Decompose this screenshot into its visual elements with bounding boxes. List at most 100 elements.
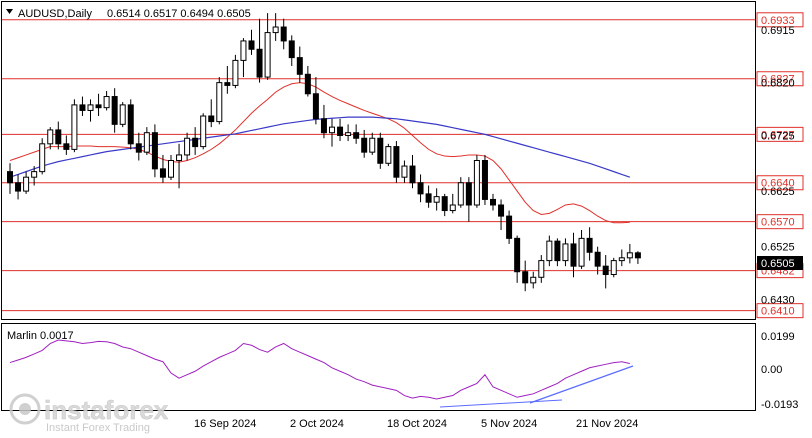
candle xyxy=(135,132,142,161)
candle xyxy=(417,174,424,203)
candle xyxy=(562,238,569,267)
osc-tick-bottom: -0.0193 xyxy=(761,399,798,411)
candle xyxy=(192,127,199,155)
candle xyxy=(256,18,263,83)
candle xyxy=(449,193,456,214)
candle xyxy=(441,193,448,217)
candle xyxy=(288,35,295,66)
candle xyxy=(23,171,30,194)
candle xyxy=(200,113,207,150)
candle xyxy=(538,255,545,283)
candle xyxy=(473,154,480,208)
level-label-box xyxy=(756,126,804,142)
watermark-brand: instaforex xyxy=(44,395,169,425)
candle xyxy=(345,124,352,142)
candle xyxy=(626,243,633,264)
candle xyxy=(578,230,585,269)
oscillator-line xyxy=(9,339,630,400)
candle xyxy=(329,118,335,147)
y-tick-label: 0.6725 xyxy=(761,130,795,142)
symbol-label: AUDUSD,Daily xyxy=(18,8,92,20)
candle xyxy=(610,257,617,278)
price-axis: 0.6430 0.6525 0.6625 0.6725 0.6820 0.6915 xyxy=(761,25,795,307)
candle xyxy=(151,124,158,178)
candle xyxy=(79,96,86,117)
candle xyxy=(554,238,561,267)
candle xyxy=(312,77,319,125)
x-tick-label: 16 Sep 2024 xyxy=(194,418,256,430)
candle xyxy=(514,235,521,283)
osc-trend-line-2 xyxy=(439,399,563,408)
candle xyxy=(168,154,174,180)
candle xyxy=(546,235,553,267)
candle xyxy=(127,99,134,150)
candle xyxy=(71,99,78,153)
ma-red-line xyxy=(9,82,630,224)
y-tick-label: 0.6625 xyxy=(761,186,795,198)
current-price-tag xyxy=(757,256,803,270)
candle xyxy=(39,138,46,175)
x-tick-label: 2 Oct 2024 xyxy=(290,418,344,430)
candle xyxy=(55,121,62,150)
candle xyxy=(184,132,191,161)
candle xyxy=(481,154,488,205)
ohlc-values: 0.6514 0.6517 0.6494 0.6505 xyxy=(107,8,251,20)
candle xyxy=(522,260,529,292)
dropdown-triangle-icon[interactable] xyxy=(6,9,13,14)
level-label-box xyxy=(756,71,804,87)
level-label-box xyxy=(756,175,804,191)
candle xyxy=(119,102,126,128)
candle xyxy=(7,163,13,194)
candle xyxy=(425,185,432,208)
candle xyxy=(143,127,150,155)
candle xyxy=(385,143,392,167)
level-label-box xyxy=(756,303,804,319)
candle xyxy=(15,174,22,200)
candle xyxy=(95,93,102,117)
level-label: 0.6727 xyxy=(761,129,795,141)
candle xyxy=(159,154,166,183)
candle xyxy=(31,166,38,186)
candle xyxy=(240,38,247,78)
candle xyxy=(618,249,625,267)
candle xyxy=(393,141,400,183)
oscillator-label: Marlin 0.0017 xyxy=(7,330,74,342)
instaforex-logo: instaforex Instant Forex Trading xyxy=(9,393,169,434)
current-price-label: 0.6505 xyxy=(761,258,795,270)
osc-trend-line-1 xyxy=(529,365,634,404)
candle xyxy=(490,193,496,211)
candle xyxy=(401,160,408,183)
candle xyxy=(570,232,577,278)
candle xyxy=(506,210,513,244)
candle xyxy=(232,54,239,89)
candle xyxy=(103,90,110,111)
candle xyxy=(337,118,344,142)
candle xyxy=(433,188,440,211)
candle xyxy=(63,135,70,155)
candlesticks xyxy=(7,13,641,292)
x-tick-label: 18 Oct 2024 xyxy=(387,418,447,430)
level-label: 0.6827 xyxy=(761,74,795,86)
candle xyxy=(377,132,384,169)
level-label-box xyxy=(756,12,804,28)
candle xyxy=(272,13,279,41)
candle xyxy=(498,199,505,231)
level-label: 0.6570 xyxy=(761,217,795,229)
candle xyxy=(176,143,183,189)
logo-icon xyxy=(9,393,41,425)
candle xyxy=(361,129,368,158)
candle xyxy=(280,18,287,50)
candle xyxy=(248,29,255,55)
watermark-tagline: Instant Forex Trading xyxy=(46,422,150,434)
x-tick-label: 21 Nov 2024 xyxy=(576,418,638,430)
osc-tick-mid: 0.00 xyxy=(761,364,782,376)
osc-tick-top: 0.0199 xyxy=(761,331,795,343)
candle xyxy=(465,177,472,222)
candle xyxy=(369,132,376,155)
candle xyxy=(264,13,271,80)
candle xyxy=(594,246,601,275)
candle xyxy=(602,255,609,289)
candle xyxy=(208,99,215,128)
y-tick-label: 0.6820 xyxy=(761,78,795,90)
y-tick-label: 0.6915 xyxy=(761,25,795,37)
